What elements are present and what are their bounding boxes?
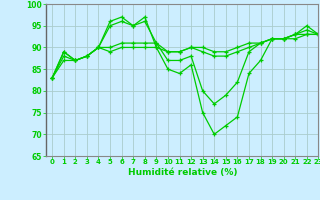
X-axis label: Humidité relative (%): Humidité relative (%): [128, 168, 237, 177]
